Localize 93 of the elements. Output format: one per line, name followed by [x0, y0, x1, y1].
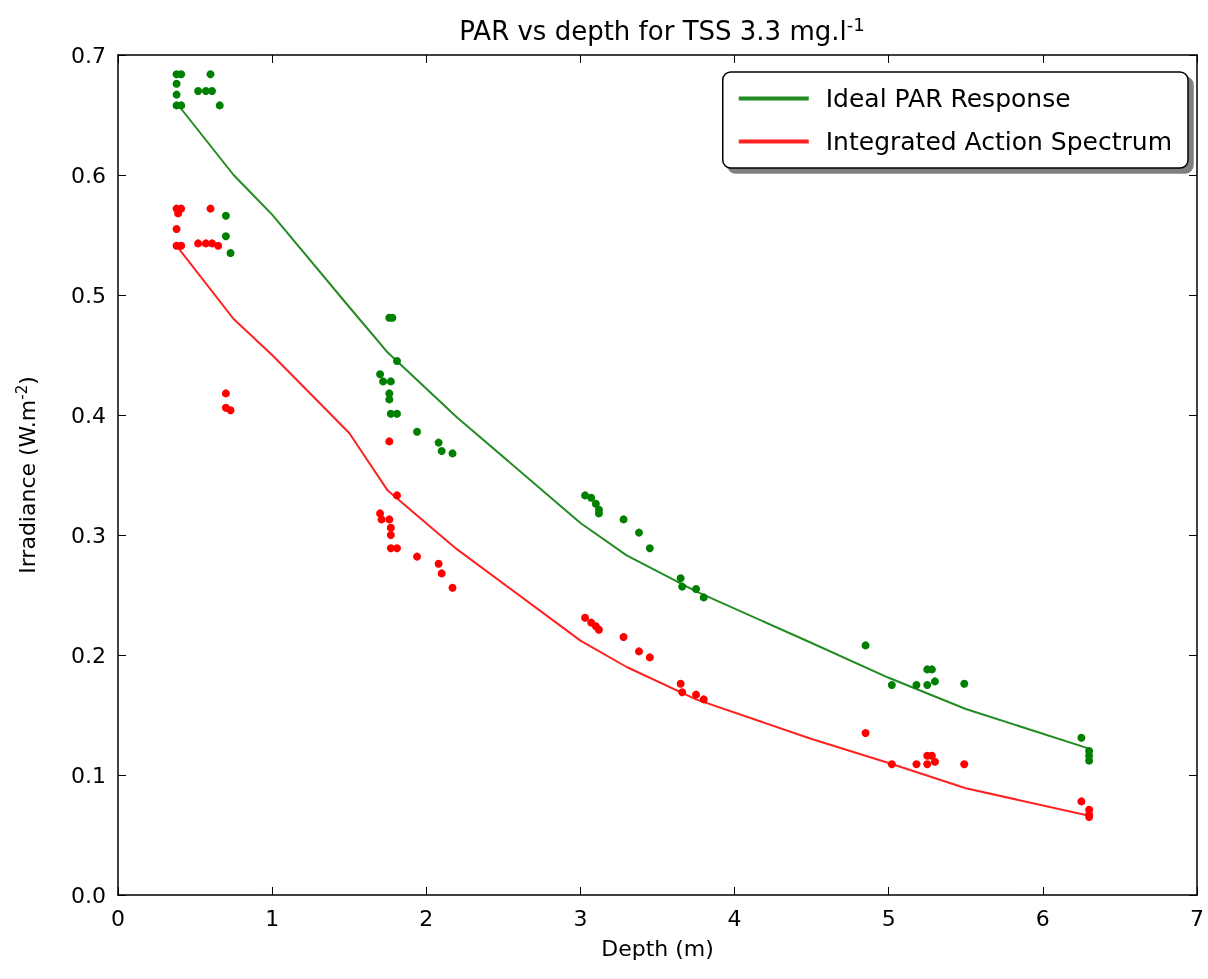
x-tick-label: 0	[111, 905, 125, 931]
x-axis-title: Depth (m)	[601, 935, 714, 961]
point	[177, 241, 186, 250]
point	[645, 653, 654, 662]
point	[676, 574, 685, 583]
point	[645, 544, 654, 553]
point	[194, 239, 203, 248]
point	[194, 87, 203, 95]
point	[177, 101, 186, 110]
point	[1077, 797, 1086, 806]
x-tick-label: 4	[727, 905, 742, 931]
point	[215, 101, 224, 110]
point	[930, 757, 939, 766]
point	[226, 406, 235, 415]
point	[678, 582, 687, 591]
point	[221, 211, 230, 220]
y-tick-label: 0.0	[71, 882, 106, 908]
point	[676, 679, 685, 688]
y-tick-label: 0.2	[71, 642, 106, 668]
point	[393, 409, 401, 418]
point	[385, 395, 394, 404]
point	[434, 438, 443, 447]
point	[386, 523, 395, 532]
point	[393, 357, 401, 365]
point	[448, 583, 457, 592]
point	[861, 641, 870, 650]
point	[1077, 733, 1086, 742]
point	[437, 569, 446, 578]
point	[581, 613, 590, 622]
point	[448, 449, 457, 458]
point	[861, 729, 870, 737]
y-tick-label: 0.7	[71, 42, 106, 68]
point	[377, 515, 386, 524]
point	[385, 437, 394, 446]
point	[376, 370, 385, 379]
point	[587, 493, 596, 502]
point	[692, 690, 701, 699]
x-tick-label: 6	[1035, 905, 1050, 931]
point	[177, 70, 186, 79]
point	[635, 647, 643, 656]
point	[208, 87, 217, 95]
point	[619, 633, 628, 641]
point	[699, 593, 708, 602]
point	[386, 531, 395, 539]
y-tick-label: 0.3	[71, 522, 106, 548]
x-tick-label: 3	[573, 905, 588, 931]
legend-label: Integrated Action Spectrum	[825, 127, 1173, 156]
point	[923, 681, 932, 689]
point	[699, 695, 708, 704]
point	[172, 90, 181, 99]
x-tick-label: 7	[1190, 905, 1204, 931]
point	[887, 681, 896, 689]
point	[912, 760, 921, 769]
point	[393, 544, 401, 553]
point	[581, 491, 590, 500]
point	[413, 552, 422, 561]
point	[930, 677, 939, 686]
point	[172, 79, 181, 88]
point	[206, 204, 215, 213]
x-tick-label: 5	[881, 905, 896, 931]
y-tick-label: 0.4	[71, 402, 106, 428]
point	[887, 760, 896, 769]
point	[206, 70, 215, 79]
point	[635, 528, 643, 537]
point	[912, 681, 921, 689]
point	[226, 249, 235, 257]
point	[437, 447, 446, 455]
point	[591, 499, 600, 508]
point	[960, 760, 969, 769]
x-tick-label: 2	[419, 905, 434, 931]
y-axis-title: Irradiance (W.m-2)	[12, 376, 40, 574]
point	[221, 389, 230, 398]
point	[434, 559, 443, 568]
point	[692, 585, 701, 593]
point	[619, 515, 628, 524]
point	[376, 509, 385, 518]
legend-label: Ideal PAR Response	[825, 84, 1071, 113]
point	[214, 241, 223, 250]
point	[386, 377, 395, 386]
point	[221, 232, 230, 241]
x-tick-label: 1	[265, 905, 280, 931]
point	[393, 491, 401, 500]
y-tick-label: 0.5	[71, 282, 106, 308]
y-tick-label: 0.1	[71, 762, 106, 788]
y-tick-label: 0.6	[71, 162, 106, 188]
point	[678, 688, 687, 697]
point	[413, 427, 422, 436]
point	[208, 239, 217, 248]
point	[379, 377, 388, 386]
point	[923, 760, 932, 769]
point	[385, 515, 394, 524]
point	[960, 679, 969, 688]
point	[172, 225, 181, 233]
